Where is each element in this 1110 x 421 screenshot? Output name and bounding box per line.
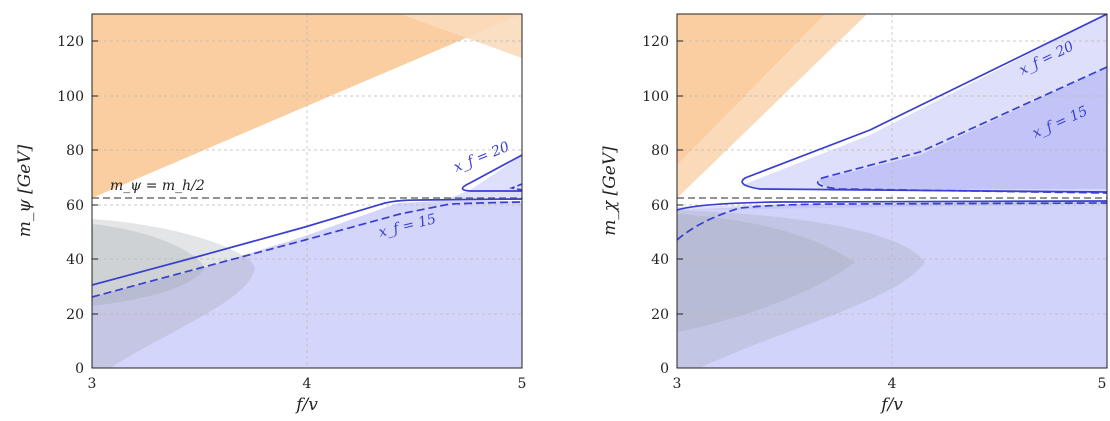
left-plot-frame (91, 13, 523, 369)
left-xtick-3: 3 (88, 376, 97, 392)
left-xtick-4: 4 (303, 376, 312, 392)
left-ytick-20: 20 (66, 307, 84, 323)
right-ytick-100: 100 (642, 89, 669, 105)
left-orange-light-edge (400, 14, 522, 58)
right-grid (677, 14, 1107, 368)
right-ytick-60: 60 (651, 198, 669, 214)
right-y-ticks (677, 40, 683, 315)
left-xlabel: f/v (294, 395, 318, 415)
right-xtick-5: 5 (1098, 376, 1107, 392)
left-ytick-100: 100 (57, 89, 84, 105)
left-contour-xf20-branch (461, 154, 522, 192)
left-xtick-5: 5 (518, 376, 527, 392)
left-ytick-40: 40 (66, 252, 84, 268)
left-reference-label: m_ψ = m_h/2 (110, 178, 205, 194)
left-grey-blob-inner (92, 224, 205, 306)
left-grid (92, 14, 522, 368)
left-ytick-80: 80 (66, 143, 84, 159)
left-ytick-120: 120 (57, 34, 84, 50)
right-ytick-40: 40 (651, 252, 669, 268)
left-contour-xf15 (92, 201, 522, 298)
right-xtick-3: 3 (673, 376, 682, 392)
left-contour-xf15-branch (509, 183, 522, 191)
right-plot: 120 100 80 60 40 20 0 3 4 5 f/v m_χ [GeV… (600, 13, 1108, 415)
left-contour-xf20 (92, 198, 522, 286)
right-ylabel: m_χ [GeV] (600, 146, 620, 236)
right-xtick-4: 4 (888, 376, 897, 392)
right-ytick-20: 20 (651, 307, 669, 323)
right-contour-lower-solid (677, 200, 1107, 211)
left-grey-blob-outer (92, 219, 255, 368)
right-blue-upper-region (740, 14, 1107, 189)
left-ytick-0: 0 (75, 361, 84, 377)
right-contour-xf15 (817, 66, 1107, 194)
right-grey-blob-outer (677, 210, 925, 368)
left-y-ticks (92, 40, 98, 315)
right-contour-xf20 (741, 14, 1107, 193)
right-xlabel: f/v (879, 395, 903, 415)
right-ytick-120: 120 (642, 34, 669, 50)
left-ytick-60: 60 (66, 198, 84, 214)
right-ytick-0: 0 (660, 361, 669, 377)
left-ylabel: m_ψ [GeV] (15, 144, 35, 237)
right-ytick-80: 80 (651, 143, 669, 159)
left-plot: 120 100 80 60 40 20 0 3 4 5 f/v m_ψ [GeV… (15, 13, 527, 415)
right-contour-lower-dashed (677, 202, 1107, 241)
right-grey-blob-inner (677, 214, 855, 332)
right-plot-frame (676, 13, 1108, 369)
right-orange-light-edge (677, 14, 867, 198)
right-blue-upper-dark (818, 67, 1107, 191)
